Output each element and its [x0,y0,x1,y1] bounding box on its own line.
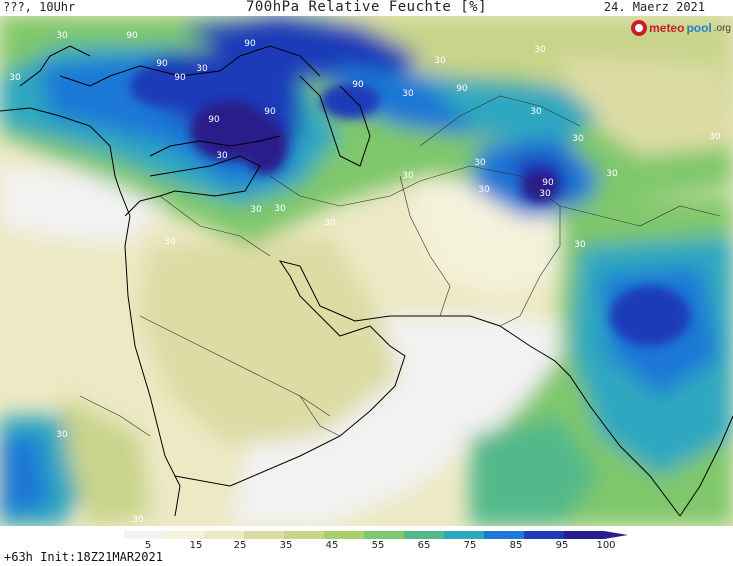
humidity-field [0,16,733,526]
legend-color-swatch [364,531,405,539]
legend-color-swatch [324,531,365,539]
contour-label: 30 [709,132,721,142]
legend-tick-label: 95 [555,540,569,551]
date-label: 24. Maerz 2021 [603,0,705,14]
legend-color-swatch [204,531,245,539]
brand-part-org: .org [713,22,731,34]
legend-tick-label: 100 [596,540,616,551]
legend-tick-label: 35 [279,540,293,551]
legend-tick-label: 55 [371,540,385,551]
contour-label: 90 [456,84,468,94]
contour-label: 90 [264,107,276,117]
contour-label: 90 [352,80,364,90]
contour-label: 30 [606,169,618,179]
legend-color-swatch [284,531,325,539]
valid-time-label: ???, 10Uhr [3,0,76,14]
contour-label: 30 [402,89,414,99]
contour-label: 90 [126,31,138,41]
legend-tick-label: 15 [189,540,203,551]
humidity-detail [130,66,690,346]
legend-color-bar [124,531,628,539]
legend-color-swatch [444,531,485,539]
contour-label: 30 [530,107,542,117]
color-legend: 5 15 25 35 45 55 65 75 85 95 100 +63h Init:18Z21MA… [0,526,733,566]
contour-label: 30 [132,515,144,525]
contour-label: 30 [250,205,262,215]
forecast-init-label: +63h Init:18Z21MAR2021 [4,550,163,564]
legend-color-swatch [404,531,445,539]
map-title: 700hPa Relative Feuchte [%] [245,0,488,15]
contour-label: 30 [216,151,228,161]
contour-label: 90 [244,39,256,49]
legend-color-swatch [524,531,565,539]
brand-part-pool: pool [686,21,712,35]
contour-label: 30 [9,73,21,83]
contour-label: 30 [56,430,68,440]
contour-label: 30 [478,185,490,195]
country-borders [79,95,721,437]
contour-label: 30 [164,237,176,247]
contour-label: 30 [274,204,286,214]
contour-label: 30 [324,218,336,228]
legend-tick-label: 5 [144,540,152,551]
legend-color-swatch [564,531,605,539]
legend-ticks: 5 15 25 35 45 55 65 75 85 95 100 [0,540,733,554]
legend-color-swatch [124,531,165,539]
legend-color-swatch [164,531,205,539]
contour-label: 30 [56,31,68,41]
humidity-map: 30 90 90 90 30 90 30 90 90 30 30 90 30 30 90 30 30 30 30 30… [0,16,733,526]
contour-label: 90 [174,73,186,83]
legend-color-swatch [484,531,525,539]
legend-tick-label: 25 [233,540,247,551]
contour-label: 90 [156,59,168,69]
legend-tick-label: 65 [417,540,431,551]
header: ???, 10Uhr 700hPa Relative Feuchte [%] 2… [0,0,733,16]
meteopool-logo-icon [631,20,648,36]
contour-label: 30 [572,134,584,144]
legend-overflow-arrow [604,531,628,539]
contour-label: 30 [196,64,208,74]
coastlines [0,45,733,517]
brand-part-meteo: meteo [649,21,685,35]
contour-label: 30 [539,189,551,199]
contour-label: 30 [534,45,546,55]
contour-label: 30 [434,56,446,66]
legend-tick-label: 45 [325,540,339,551]
legend-color-swatch [244,531,285,539]
contour-label: 90 [542,178,554,188]
legend-tick-label: 75 [463,540,477,551]
contour-label: 30 [474,158,486,168]
meteopool-logo: meteo pool .org [631,20,731,36]
contour-label: 30 [402,171,414,181]
contour-label: 90 [208,115,220,125]
legend-tick-label: 85 [509,540,523,551]
contour-label: 30 [574,240,586,250]
